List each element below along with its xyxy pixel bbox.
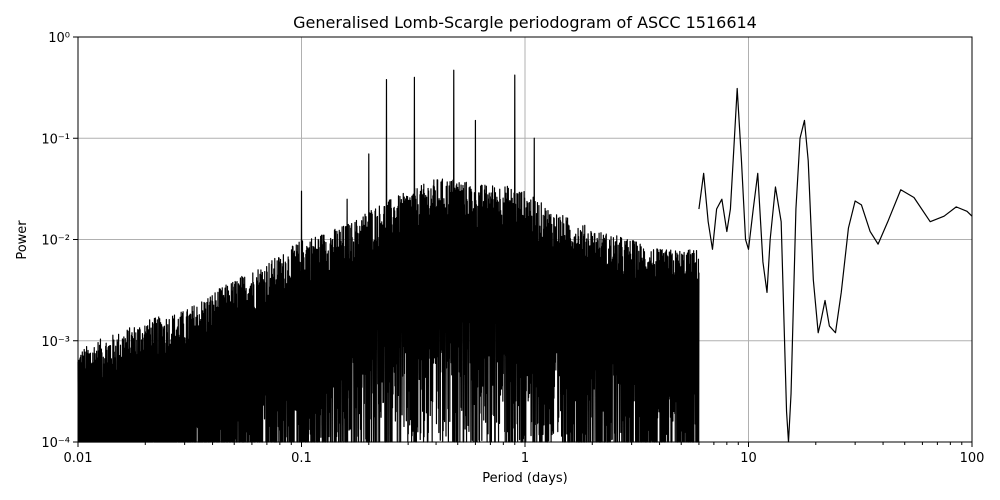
x-tick-label: 0.01 bbox=[64, 451, 93, 466]
y-tick-label: 10⁻³ bbox=[41, 335, 70, 350]
axis-ticks: 0.01 0.1 1 10 100 10⁻⁴ 10⁻³ 10⁻² 10⁻¹ 10⁰ bbox=[41, 31, 984, 466]
chart-title: Generalised Lomb-Scargle periodogram of … bbox=[293, 13, 757, 32]
y-tick-label: 10⁻⁴ bbox=[41, 436, 70, 451]
x-axis-label: Period (days) bbox=[482, 471, 568, 486]
y-tick-label: 10⁰ bbox=[48, 31, 70, 46]
x-tick-label: 10 bbox=[740, 451, 757, 466]
series-line bbox=[77, 69, 973, 443]
y-tick-label: 10⁻¹ bbox=[41, 132, 70, 147]
x-tick-label: 100 bbox=[960, 451, 985, 466]
x-tick-label: 1 bbox=[521, 451, 529, 466]
plot-frame bbox=[77, 36, 973, 443]
y-axis-label: Power bbox=[15, 220, 30, 260]
x-tick-label: 0.1 bbox=[291, 451, 312, 466]
y-tick-label: 10⁻² bbox=[41, 234, 70, 249]
